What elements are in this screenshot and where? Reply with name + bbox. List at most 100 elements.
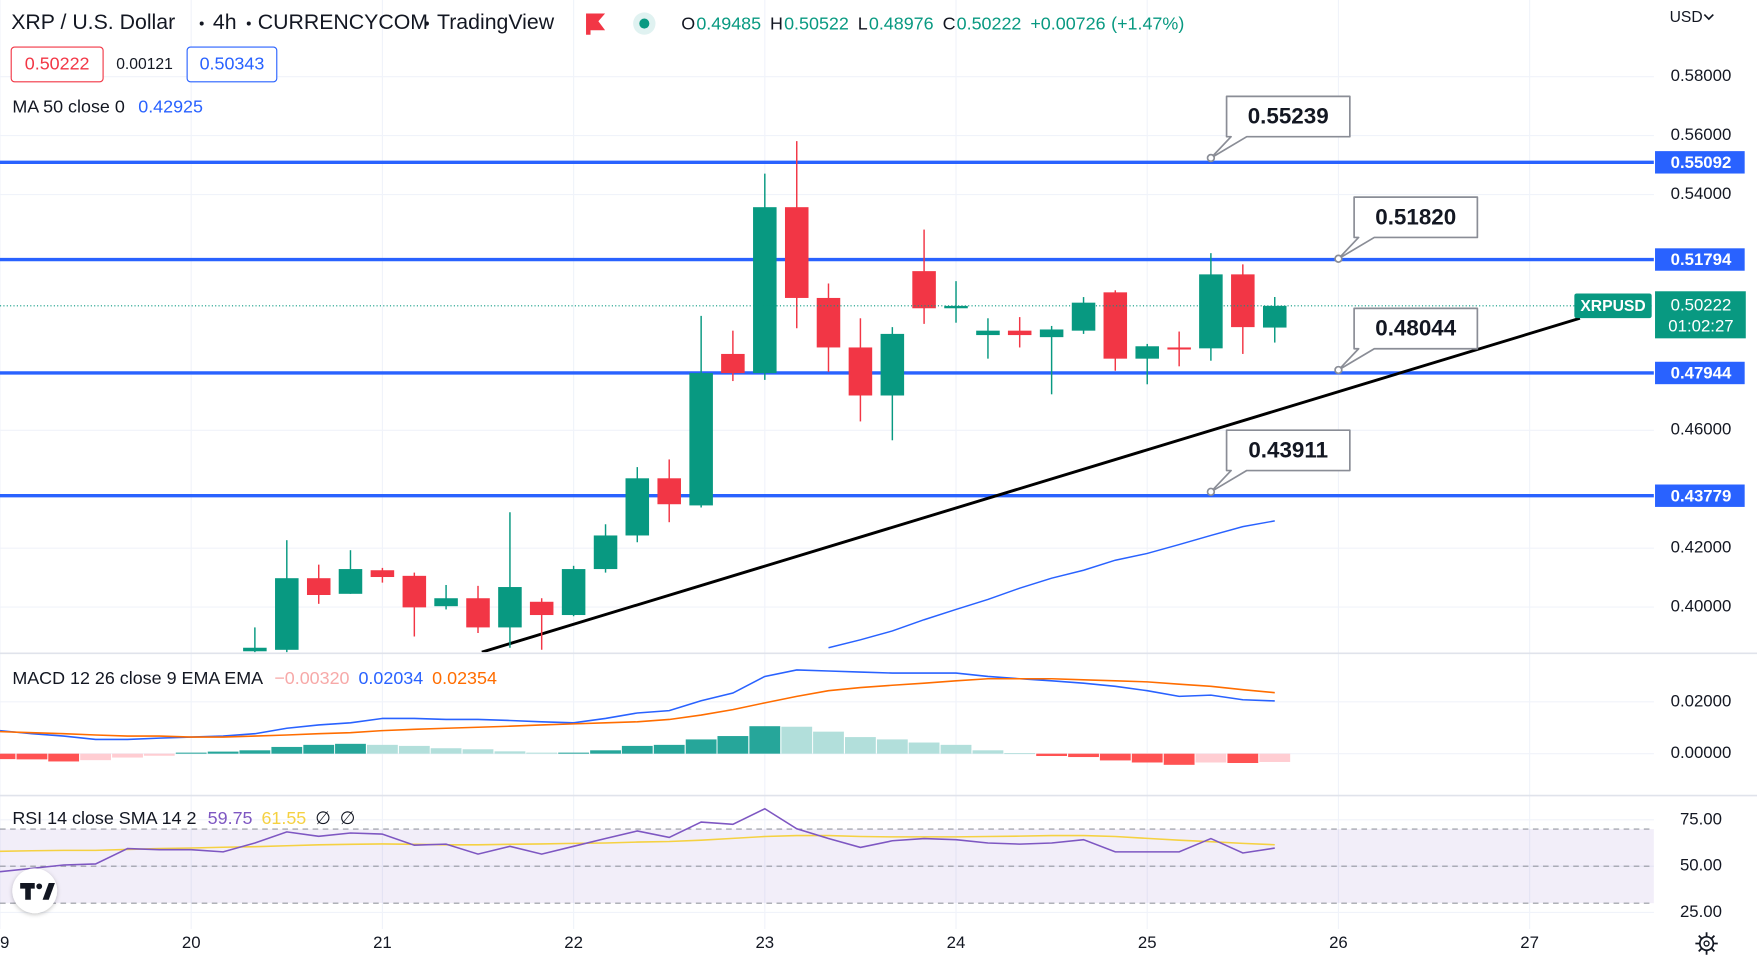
ask-box[interactable] xyxy=(186,46,278,83)
histogram-bar xyxy=(335,743,366,754)
bid-box[interactable] xyxy=(10,46,104,83)
ohlc-legend: O0.49485 H0.50522 L0.48976 C0.50222 +0.00726… xyxy=(681,13,1184,33)
countdown: 01:02:27 xyxy=(1668,317,1733,336)
ohlc-key: H xyxy=(770,13,783,33)
histogram-bar xyxy=(1068,753,1099,758)
x-tick-label: 24 xyxy=(947,933,966,952)
macd-legend-value: 0.02354 xyxy=(432,668,497,688)
candle-body xyxy=(529,601,554,616)
ohlc-key: L xyxy=(858,13,868,33)
histogram-bar xyxy=(845,737,876,754)
exchange: CURRENCYCOM xyxy=(258,10,428,34)
bid: 0.50222 xyxy=(25,54,90,74)
level-label: 0.51794 xyxy=(1671,250,1732,269)
chevron xyxy=(1703,13,1714,21)
rsi-sma-line xyxy=(0,834,1275,853)
histogram-bar xyxy=(1259,753,1291,762)
histogram-bar xyxy=(1195,753,1227,763)
histogram-bar xyxy=(526,752,558,754)
settings-icon[interactable] xyxy=(1695,932,1718,955)
histogram-bar xyxy=(621,745,653,754)
histogram-bar xyxy=(175,752,207,754)
histogram-bar xyxy=(430,748,462,754)
x-tick-label: 22 xyxy=(564,933,583,952)
logo-mark xyxy=(36,883,43,890)
interval[interactable]: 4h xyxy=(213,10,237,34)
logo-mark xyxy=(20,882,35,900)
logo[interactable] xyxy=(12,868,58,914)
histogram-bar xyxy=(749,726,781,754)
price-tag xyxy=(1655,291,1746,339)
callout xyxy=(1210,429,1351,493)
ma-line xyxy=(828,520,1275,649)
candle-body xyxy=(434,598,458,607)
histogram-bar xyxy=(685,739,717,754)
histogram-bar xyxy=(271,746,303,754)
histogram-bar xyxy=(80,753,112,761)
level-tag xyxy=(1655,484,1745,507)
histogram-bar xyxy=(462,749,494,754)
candle-body xyxy=(243,647,267,652)
candle-body xyxy=(1039,329,1064,338)
source: TradingView xyxy=(437,10,555,34)
candle-body xyxy=(1167,347,1191,350)
histogram-bar xyxy=(590,750,621,754)
rsi-value: 59.75 xyxy=(208,808,253,828)
histogram-bar xyxy=(1004,753,1036,755)
flag-icon[interactable] xyxy=(586,13,606,35)
rsi-band-layer xyxy=(0,828,1654,904)
callout-label: 0.43911 xyxy=(1248,437,1328,462)
macd-pane xyxy=(0,669,1291,765)
x-tick-label: 26 xyxy=(1329,933,1348,952)
callout-label: 0.51820 xyxy=(1375,204,1456,229)
histogram-bar xyxy=(367,744,398,754)
histogram-bar xyxy=(1099,753,1131,761)
y-tick-label: 0.40000 xyxy=(1671,597,1732,616)
candle-body xyxy=(944,305,968,309)
y-tick-label: 0.54000 xyxy=(1671,184,1732,203)
candle-body xyxy=(1007,330,1032,336)
histogram-bar xyxy=(813,731,844,754)
y-tick-label: 0.42000 xyxy=(1671,538,1732,557)
histogram-bar xyxy=(112,753,143,758)
histogram-bar xyxy=(940,744,972,754)
ohlc-value: 0.49485 xyxy=(696,13,761,33)
histogram-bar xyxy=(1163,753,1195,765)
x-tick-label: 25 xyxy=(1138,933,1157,952)
candle-body xyxy=(880,333,905,396)
ma-name: MA 50 close 0 xyxy=(12,96,125,116)
histogram-bar xyxy=(717,736,749,754)
ohlc-value: 0.50522 xyxy=(784,13,849,33)
candle-body xyxy=(402,575,427,608)
candle-body xyxy=(753,207,777,374)
change: +0.00726 xyxy=(1030,13,1105,33)
market-status-dot xyxy=(639,18,650,29)
candle-body xyxy=(561,569,586,616)
x-tick-label: 23 xyxy=(755,933,774,952)
rsi-legend-extra: ∅ xyxy=(340,808,356,828)
callout xyxy=(1337,196,1479,260)
y-tick-label: 25.00 xyxy=(1680,902,1722,921)
callout-anchor xyxy=(1334,365,1343,375)
symbol-tag xyxy=(1574,293,1652,319)
change-pct: (+1.47%) xyxy=(1111,13,1184,33)
callout-anchor xyxy=(1206,487,1216,497)
level-label: 0.43779 xyxy=(1671,486,1732,505)
candle-body xyxy=(657,478,681,505)
histogram-bar xyxy=(558,752,590,754)
level-label: 0.47944 xyxy=(1671,364,1732,383)
main-pane xyxy=(0,141,1654,653)
candle-body xyxy=(338,569,363,594)
histogram-bar xyxy=(398,745,430,754)
macd-legend-value: 0.02034 xyxy=(358,668,423,688)
candle-body xyxy=(848,347,873,396)
ma-legend: MA 50 close 0 0.42925 xyxy=(12,96,203,116)
rsi-legend-extra: ∅ xyxy=(315,808,331,828)
rsi-sma-value: 61.55 xyxy=(261,808,306,828)
x-tick-label: 19 xyxy=(0,933,9,952)
x-tick-label: 20 xyxy=(182,933,201,952)
candle-body xyxy=(466,598,490,628)
currency[interactable]: USD xyxy=(1670,9,1703,26)
